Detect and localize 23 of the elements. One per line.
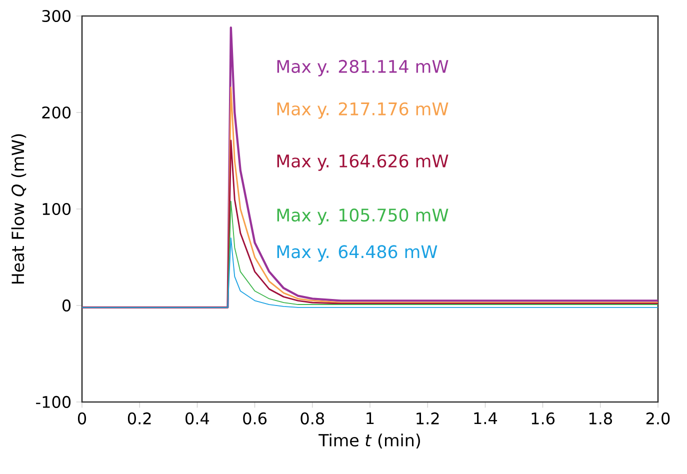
annotation: Max y. 281.114 mW bbox=[277, 60, 448, 76]
y-axis-title: Heat Flow Q (mW) bbox=[11, 134, 26, 284]
annotation: Max y. 105.750 mW bbox=[277, 208, 448, 225]
y-tick-label: 200 bbox=[42, 106, 71, 119]
y-tick-label: 300 bbox=[42, 10, 71, 22]
x-tick-label: 0.4 bbox=[186, 412, 210, 424]
x-tick-label: 1.8 bbox=[589, 412, 612, 424]
y-tick-label: 100 bbox=[42, 202, 71, 216]
x-tick-label: 1 bbox=[366, 412, 374, 424]
annotation: Max y. 64.486 mW bbox=[277, 245, 438, 262]
x-axis-title: Time t (min) bbox=[318, 434, 420, 448]
x-tick-label: 0.6 bbox=[243, 412, 267, 424]
x-tick-label: 2.0 bbox=[646, 412, 670, 424]
annotation: Max y. 217.176 mW bbox=[277, 102, 448, 119]
x-tick-label: 1.6 bbox=[532, 412, 555, 424]
y-tick-label: -100 bbox=[36, 396, 71, 408]
x-tick-label: 0.2 bbox=[128, 412, 151, 424]
y-tick-label: 0 bbox=[62, 299, 71, 312]
x-tick-label: 0 bbox=[78, 412, 86, 424]
annotation: Max y. 164.626 mW bbox=[277, 154, 448, 171]
x-tick-label: 1.4 bbox=[474, 412, 498, 424]
x-tick-label: 1.2 bbox=[416, 412, 439, 424]
x-tick-label: 0.8 bbox=[300, 412, 324, 424]
